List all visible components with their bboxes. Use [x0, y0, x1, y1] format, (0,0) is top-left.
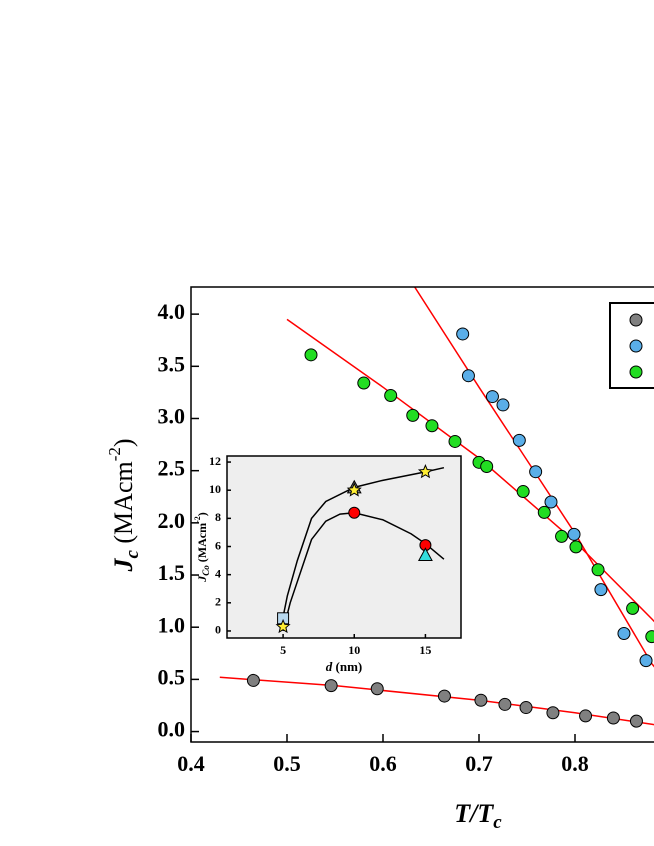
point	[569, 540, 583, 554]
inset-x-label: d (nm)	[326, 659, 362, 674]
point	[594, 583, 608, 597]
point	[348, 506, 361, 519]
point	[529, 465, 543, 479]
fit-line	[279, 466, 445, 632]
point	[555, 529, 569, 543]
x-label-unit: (nm)	[332, 659, 362, 674]
point	[512, 433, 526, 447]
point	[485, 390, 499, 404]
point	[629, 714, 643, 728]
y-tick-label: 1.0	[158, 612, 186, 637]
y-tick-label: 1.5	[158, 560, 186, 585]
y-label-part: -2	[193, 516, 202, 523]
y-tick-label: 12	[209, 454, 221, 468]
fit-line	[282, 511, 445, 632]
legend-marker	[629, 365, 643, 379]
point	[275, 618, 291, 634]
y-label-part: Co	[201, 565, 211, 576]
point	[357, 376, 371, 390]
point	[639, 654, 653, 668]
point	[544, 495, 558, 509]
y-tick-label: 8	[215, 510, 221, 524]
point	[480, 459, 494, 473]
point	[617, 626, 631, 640]
x-tick-label: 0.4	[177, 751, 205, 776]
y-tick-label: 0.5	[158, 664, 186, 689]
point	[516, 485, 530, 499]
x-tick-label: 0.6	[369, 751, 397, 776]
point	[626, 601, 640, 615]
plot-frame	[226, 455, 462, 639]
x-tick-label: 5	[280, 643, 286, 657]
point	[346, 482, 362, 497]
y-axis-label: Jc (MAcm-2)	[105, 438, 143, 572]
y-tick-label: 0.0	[158, 717, 186, 742]
point	[417, 547, 433, 561]
y-tick-label: 6	[215, 538, 221, 552]
point	[406, 408, 420, 422]
y-label-part: J	[195, 575, 209, 583]
point	[519, 701, 533, 715]
point	[567, 527, 581, 541]
point	[606, 711, 620, 725]
x-tick-label: 10	[348, 643, 360, 657]
point	[461, 369, 475, 383]
legend-marker	[629, 313, 643, 327]
y-tick-label: 0	[215, 623, 221, 637]
y-label-part: (MAcm	[195, 523, 209, 565]
y-tick-label: 3.0	[158, 404, 186, 429]
point	[474, 693, 488, 707]
fit-line	[286, 318, 654, 623]
point	[498, 697, 512, 711]
point	[324, 679, 338, 693]
point	[384, 389, 398, 403]
point	[304, 348, 318, 362]
x-tick-label: 15	[419, 643, 431, 657]
y-tick-label: 4.0	[158, 299, 186, 324]
x-tick-label: 0.5	[273, 751, 301, 776]
x-axis-label: T/Tc	[454, 799, 502, 833]
point	[448, 434, 462, 448]
y-tick-label: 10	[209, 482, 221, 496]
point	[537, 505, 551, 519]
point	[579, 709, 593, 723]
point	[437, 689, 451, 703]
point	[591, 563, 605, 577]
y-label-part: )	[195, 512, 209, 516]
y-tick-label: 3.5	[158, 351, 186, 376]
plot-frame	[190, 286, 654, 743]
inset-y-label: JCo (MAcm-2)	[193, 512, 211, 583]
point	[425, 419, 439, 433]
point	[417, 464, 433, 479]
point	[496, 398, 510, 412]
y-tick-label: 4	[215, 566, 221, 580]
x-tick-label: 0.7	[465, 751, 493, 776]
plot-content	[219, 287, 654, 728]
point	[456, 327, 470, 341]
legend-marker	[629, 339, 643, 353]
point	[645, 630, 654, 644]
plot-content	[275, 464, 445, 634]
point	[546, 706, 560, 720]
point	[370, 682, 384, 696]
y-tick-label: 2.0	[158, 508, 186, 533]
point	[246, 673, 260, 687]
x-label-symbol: d	[326, 659, 333, 674]
y-tick-label: 2.5	[158, 456, 186, 481]
y-tick-label: 2	[215, 595, 221, 609]
x-tick-label: 0.8	[561, 751, 589, 776]
